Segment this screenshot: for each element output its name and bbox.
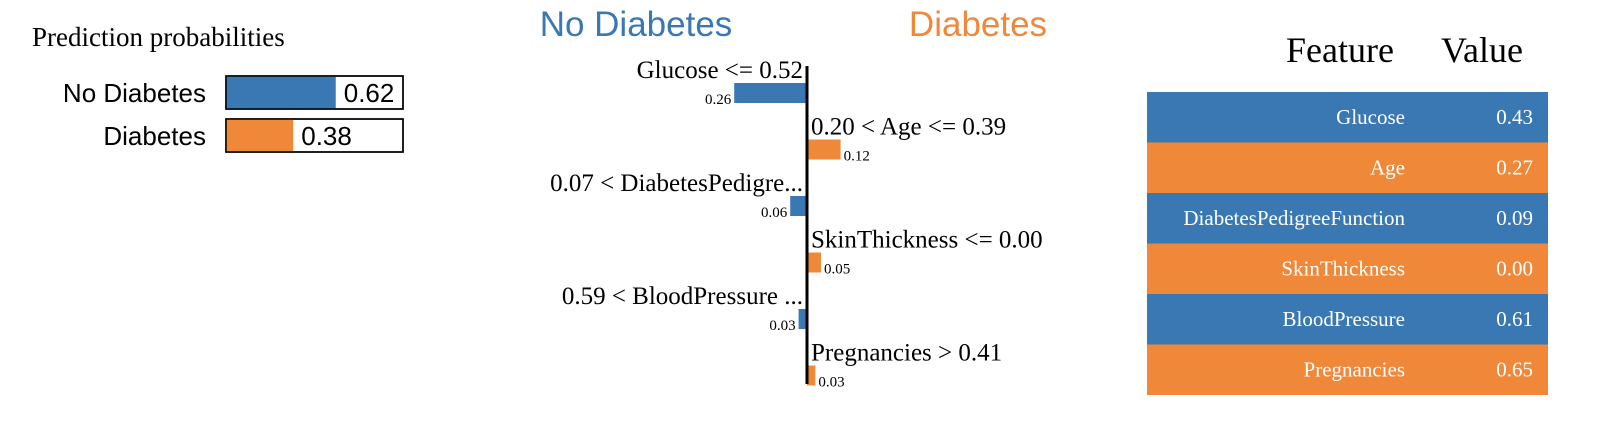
feature-condition-label: 0.59 < BloodPressure ... — [562, 283, 803, 310]
table-header-feature: Feature — [1286, 30, 1394, 70]
feature-condition-label: SkinThickness <= 0.00 — [811, 227, 1043, 254]
proba-box-outline — [225, 118, 404, 153]
table-cell-feature: Pregnancies — [1304, 358, 1405, 382]
table-cell-value: 0.27 — [1496, 156, 1533, 180]
table-cell-feature: DiabetesPedigreeFunction — [1183, 206, 1405, 230]
table-cell-feature: SkinThickness — [1281, 257, 1405, 281]
proba-value-label: 0.38 — [301, 121, 352, 151]
feature-condition-label: 0.07 < DiabetesPedigre... — [550, 170, 803, 197]
proba-value-label: 0.62 — [344, 78, 395, 108]
proba-box-outline — [225, 75, 404, 110]
contribution-bar — [790, 196, 807, 216]
contribution-value-label: 0.12 — [844, 149, 870, 165]
table-header-value: Value — [1441, 30, 1523, 70]
table-cell-value: 0.61 — [1496, 307, 1533, 331]
table-cell-value: 0.65 — [1496, 358, 1533, 382]
contribution-value-label: 0.06 — [761, 205, 788, 221]
contribution-value-label: 0.26 — [705, 92, 732, 108]
table-cell-value: 0.00 — [1496, 257, 1533, 281]
table-row — [1147, 142, 1548, 193]
table-row — [1147, 92, 1548, 143]
prediction-probabilities-title: Prediction probabilities — [32, 22, 285, 52]
proba-label: No Diabetes — [63, 78, 206, 108]
table-cell-value: 0.43 — [1496, 105, 1533, 129]
feature-value-table: Feature Value Glucose 0.43 Age 0.27 Diabetes… — [1147, 30, 1548, 395]
contribution-bar — [807, 252, 821, 273]
contribution-bar — [798, 309, 807, 329]
table-cell-value: 0.09 — [1496, 206, 1533, 230]
proba-bar — [226, 119, 294, 152]
contribution-value-label: 0.03 — [769, 318, 795, 334]
table-row — [1147, 193, 1548, 244]
feature-condition-label: Glucose <= 0.52 — [637, 57, 803, 84]
class-right-label: Diabetes — [909, 5, 1047, 44]
feature-condition-label: Pregnancies > 0.41 — [811, 340, 1002, 367]
table-row — [1147, 243, 1548, 294]
contribution-bar — [807, 139, 841, 160]
contribution-bar — [807, 365, 816, 386]
proba-label: Diabetes — [103, 121, 206, 151]
table-cell-feature: Age — [1370, 156, 1405, 180]
contribution-value-label: 0.05 — [824, 262, 850, 278]
proba-bar — [226, 76, 336, 109]
contribution-value-label: 0.03 — [818, 375, 844, 391]
table-cell-feature: BloodPressure — [1283, 307, 1406, 331]
feature-contributions-panel: No Diabetes Diabetes Glucose <= 0.52 0.26… — [540, 5, 1047, 391]
table-cell-feature: Glucose — [1336, 105, 1405, 129]
table-row — [1147, 344, 1548, 395]
feature-condition-label: 0.20 < Age <= 0.39 — [811, 114, 1006, 141]
class-left-label: No Diabetes — [540, 5, 733, 44]
table-row — [1147, 294, 1548, 345]
prediction-probabilities-panel: Prediction probabilities No Diabetes 0.62… — [32, 22, 404, 153]
contribution-bar — [734, 83, 807, 103]
